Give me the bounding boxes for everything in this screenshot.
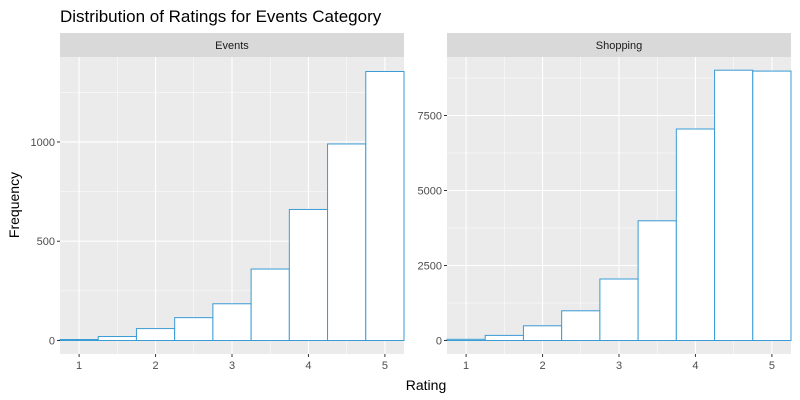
histogram-bar xyxy=(135,328,176,341)
y-axis-title: Frequency xyxy=(6,172,22,238)
histogram-bar xyxy=(599,278,639,341)
y-tick-label: 5000 xyxy=(418,186,442,198)
histogram-bar xyxy=(752,70,792,341)
x-tick-label: 3 xyxy=(616,360,622,372)
x-tick-label: 3 xyxy=(229,360,235,372)
facet-strip-label: Shopping xyxy=(596,40,643,52)
panel-shopping: Shopping 1 2 3 4 5 0 2500 5000 7500 xyxy=(418,33,792,372)
y-tick-label: 1000 xyxy=(31,137,55,149)
histogram-bar xyxy=(59,339,99,342)
y-tick-label: 2500 xyxy=(418,261,442,273)
x-tick-label: 2 xyxy=(152,360,158,372)
histogram-bar xyxy=(327,143,367,341)
x-tick-label: 5 xyxy=(769,360,775,372)
x-tick-label: 4 xyxy=(692,360,698,372)
histogram-bar xyxy=(561,310,601,341)
panel-events: Events 1 2 3 4 5 0 500 1000 xyxy=(31,33,405,372)
chart-title: Distribution of Ratings for Events Categ… xyxy=(60,7,382,26)
y-tick-label: 0 xyxy=(436,336,442,348)
histogram-bar xyxy=(446,338,486,341)
y-tick-label: 7500 xyxy=(418,111,442,123)
histogram-bar xyxy=(714,69,754,341)
x-tick-label: 1 xyxy=(463,360,469,372)
x-tick-label: 4 xyxy=(305,360,311,372)
histogram-bar xyxy=(675,128,716,341)
histogram-bar xyxy=(250,268,290,342)
histogram-bar xyxy=(288,208,329,341)
x-tick-label: 5 xyxy=(382,360,388,372)
y-tick-label: 500 xyxy=(37,236,55,248)
histogram-bar xyxy=(212,303,252,342)
histogram-bar xyxy=(484,334,524,341)
x-tick-label: 1 xyxy=(76,360,82,372)
histogram-bar xyxy=(365,70,405,341)
histogram-bar xyxy=(97,336,137,342)
facet-strip xyxy=(447,33,791,57)
facet-strip xyxy=(60,33,404,57)
histogram-bar xyxy=(637,220,677,341)
histogram-bar xyxy=(174,317,214,342)
x-tick-label: 2 xyxy=(539,360,545,372)
x-axis-title: Rating xyxy=(406,377,446,393)
facet-strip-label: Events xyxy=(215,40,249,52)
histogram-bar xyxy=(522,325,563,341)
y-tick-label: 0 xyxy=(49,336,55,348)
